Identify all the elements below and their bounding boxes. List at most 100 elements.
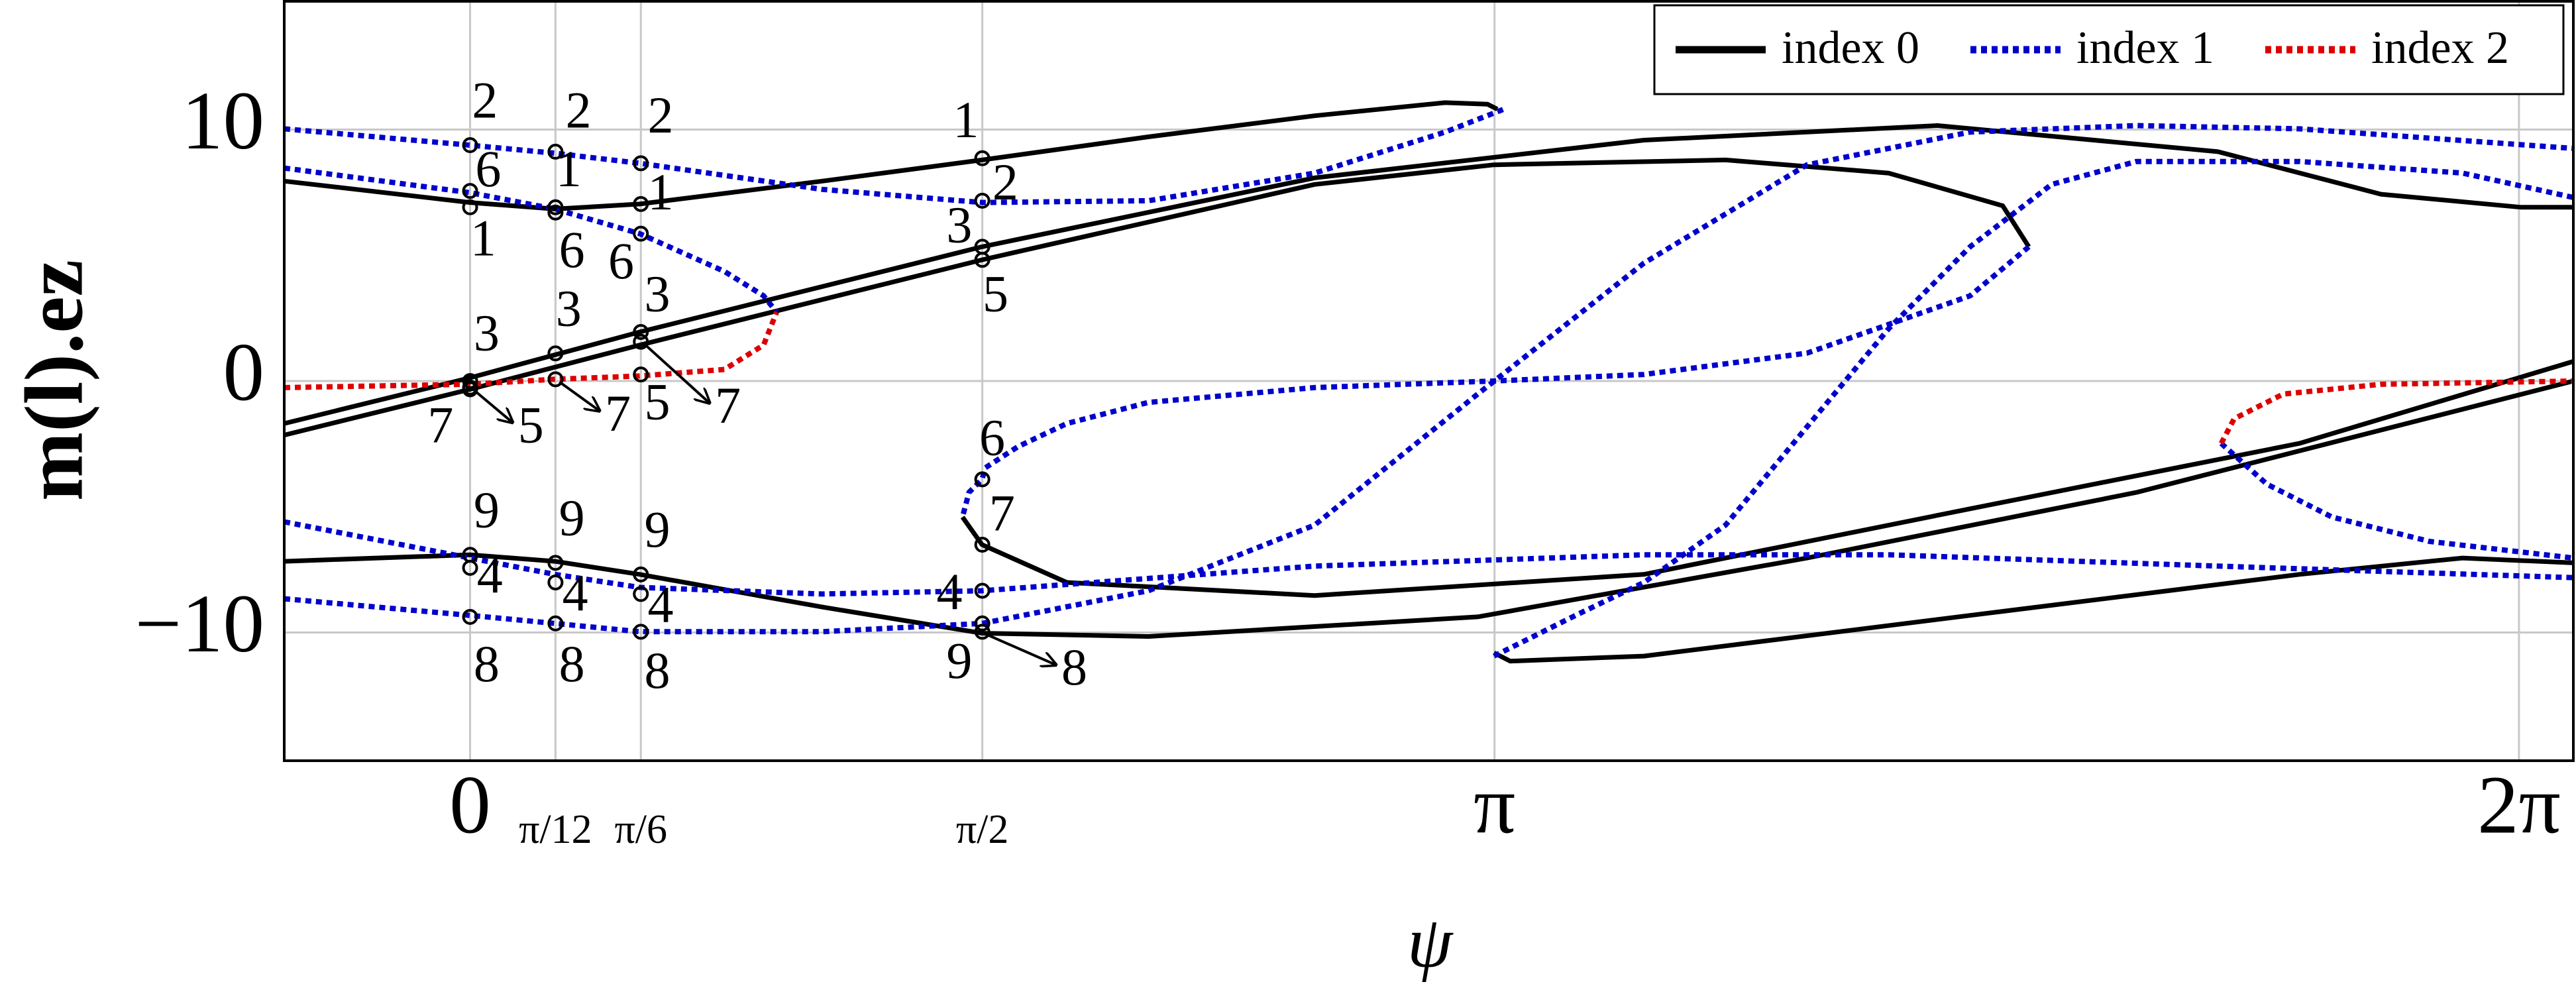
point-marker xyxy=(633,155,649,172)
point-label: 8 xyxy=(474,635,500,692)
curve xyxy=(1493,555,2574,664)
point-label: 7 xyxy=(989,484,1015,541)
curve xyxy=(284,311,779,390)
plot-area xyxy=(284,100,2575,664)
point-label: 5 xyxy=(645,373,671,431)
point-marker xyxy=(547,574,564,590)
point-label: 4 xyxy=(647,576,673,633)
label-arrow xyxy=(985,633,1056,665)
curve xyxy=(284,123,2574,635)
point-marker xyxy=(974,252,991,268)
point-marker xyxy=(633,324,649,341)
point-marker xyxy=(462,199,478,215)
curve xyxy=(284,107,1505,205)
curve xyxy=(284,157,2031,437)
point-marker xyxy=(462,379,478,396)
point-marker xyxy=(633,624,649,640)
point-marker xyxy=(462,559,478,576)
point-label: 7 xyxy=(715,376,741,434)
point-marker xyxy=(547,345,564,362)
point-label: 1 xyxy=(556,140,582,197)
point-marker xyxy=(974,624,991,640)
point-marker xyxy=(547,199,564,215)
curve xyxy=(284,378,2574,639)
curve xyxy=(284,100,1499,211)
point-marker xyxy=(974,615,991,631)
point-label: 1 xyxy=(647,163,673,221)
point-label: 8 xyxy=(1061,638,1087,696)
point-label: 9 xyxy=(946,631,972,689)
point-marker xyxy=(547,143,564,160)
point-label: 6 xyxy=(475,140,501,197)
y-tick-label: −10 xyxy=(135,578,265,670)
point-label: 7 xyxy=(605,384,631,442)
point-marker xyxy=(974,150,991,166)
x-tick-label: π/2 xyxy=(956,807,1009,852)
y-tick-label: 0 xyxy=(223,327,265,419)
point-label: 4 xyxy=(477,547,503,604)
x-tick-label: 0 xyxy=(449,760,491,851)
y-tick-label: 10 xyxy=(182,76,264,167)
point-marker xyxy=(547,204,564,221)
plot-frame xyxy=(283,0,2575,762)
point-marker xyxy=(974,537,991,553)
point-label: 6 xyxy=(979,409,1005,467)
point-marker xyxy=(633,366,649,383)
label-arrow xyxy=(559,380,599,411)
point-label: 2 xyxy=(993,153,1018,211)
point-marker xyxy=(633,566,649,582)
label-arrow xyxy=(473,389,513,422)
curve xyxy=(284,519,2574,597)
point-label: 3 xyxy=(474,303,500,361)
curve xyxy=(284,165,779,314)
point-marker xyxy=(633,225,649,242)
point-marker xyxy=(974,192,991,209)
curve xyxy=(1493,158,2574,659)
point-label: 3 xyxy=(556,280,582,337)
legend-box xyxy=(1653,4,2565,95)
point-label: 8 xyxy=(559,635,585,692)
point-marker xyxy=(633,333,649,350)
y-axis-label: m(l).ez xyxy=(9,260,101,501)
x-tick-label: π/12 xyxy=(519,807,592,852)
point-marker xyxy=(547,555,564,571)
point-label: 2 xyxy=(472,71,498,129)
point-marker xyxy=(974,471,991,488)
point-label: 1 xyxy=(953,91,979,148)
point-marker xyxy=(462,183,478,199)
point-label: 5 xyxy=(518,396,544,453)
x-axis-label: ψ xyxy=(1407,901,1454,982)
point-marker xyxy=(547,615,564,631)
x-tick-label: π/6 xyxy=(614,807,667,852)
point-marker xyxy=(633,195,649,212)
point-marker xyxy=(462,608,478,625)
curve xyxy=(959,245,2031,518)
point-label: 9 xyxy=(559,489,585,547)
point-marker xyxy=(462,137,478,154)
label-arrow xyxy=(643,343,709,403)
curve xyxy=(2219,441,2574,561)
legend-label: index 0 xyxy=(1782,23,1919,74)
point-label: 7 xyxy=(427,396,453,453)
point-label: 9 xyxy=(645,500,671,558)
point-label: 2 xyxy=(647,86,673,144)
point-label: 4 xyxy=(563,565,588,622)
point-marker xyxy=(974,582,991,599)
point-label: 8 xyxy=(645,641,671,699)
x-tick-label: π xyxy=(1474,760,1515,851)
legend-label: index 1 xyxy=(2076,23,2214,74)
x-tick-label: 2π xyxy=(2477,760,2561,851)
point-label: 1 xyxy=(470,209,496,266)
point-marker xyxy=(547,371,564,388)
point-label: 3 xyxy=(645,264,671,322)
point-label: 4 xyxy=(937,563,963,620)
curve xyxy=(2218,378,2574,445)
point-label: 5 xyxy=(983,265,1008,323)
point-label: 9 xyxy=(474,481,500,539)
legend-label: index 2 xyxy=(2371,23,2509,74)
point-label: 6 xyxy=(608,232,634,290)
point-marker xyxy=(633,586,649,602)
point-marker xyxy=(462,373,478,389)
curve xyxy=(960,359,2575,598)
